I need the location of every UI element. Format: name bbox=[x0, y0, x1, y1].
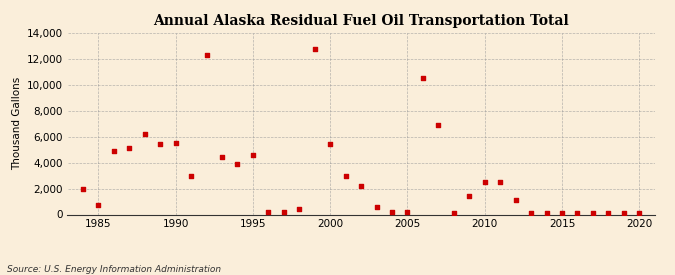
Point bbox=[78, 186, 88, 191]
Point bbox=[201, 53, 212, 57]
Point bbox=[557, 211, 568, 215]
Point bbox=[340, 174, 351, 178]
Point bbox=[618, 211, 629, 215]
Title: Annual Alaska Residual Fuel Oil Transportation Total: Annual Alaska Residual Fuel Oil Transpor… bbox=[153, 14, 569, 28]
Point bbox=[309, 46, 320, 51]
Point bbox=[294, 207, 304, 211]
Point bbox=[448, 211, 459, 215]
Point bbox=[217, 155, 227, 160]
Text: Source: U.S. Energy Information Administration: Source: U.S. Energy Information Administ… bbox=[7, 265, 221, 274]
Point bbox=[371, 205, 382, 209]
Point bbox=[109, 149, 119, 153]
Point bbox=[124, 146, 135, 151]
Point bbox=[356, 184, 367, 188]
Point bbox=[248, 153, 259, 157]
Y-axis label: Thousand Gallons: Thousand Gallons bbox=[12, 77, 22, 170]
Point bbox=[603, 211, 614, 215]
Point bbox=[634, 211, 645, 215]
Point bbox=[541, 211, 552, 215]
Point bbox=[495, 180, 506, 184]
Point bbox=[325, 142, 335, 147]
Point bbox=[279, 210, 290, 214]
Point bbox=[93, 203, 104, 208]
Point bbox=[186, 174, 196, 178]
Point bbox=[572, 211, 583, 215]
Point bbox=[155, 142, 165, 147]
Point bbox=[433, 123, 443, 127]
Point bbox=[139, 132, 150, 136]
Point bbox=[170, 141, 181, 145]
Point bbox=[232, 162, 243, 166]
Point bbox=[479, 180, 490, 184]
Point bbox=[510, 198, 521, 202]
Point bbox=[418, 76, 429, 81]
Point bbox=[587, 211, 598, 215]
Point bbox=[402, 210, 413, 214]
Point bbox=[526, 211, 537, 215]
Point bbox=[387, 210, 398, 214]
Point bbox=[263, 210, 274, 214]
Point bbox=[464, 194, 475, 199]
